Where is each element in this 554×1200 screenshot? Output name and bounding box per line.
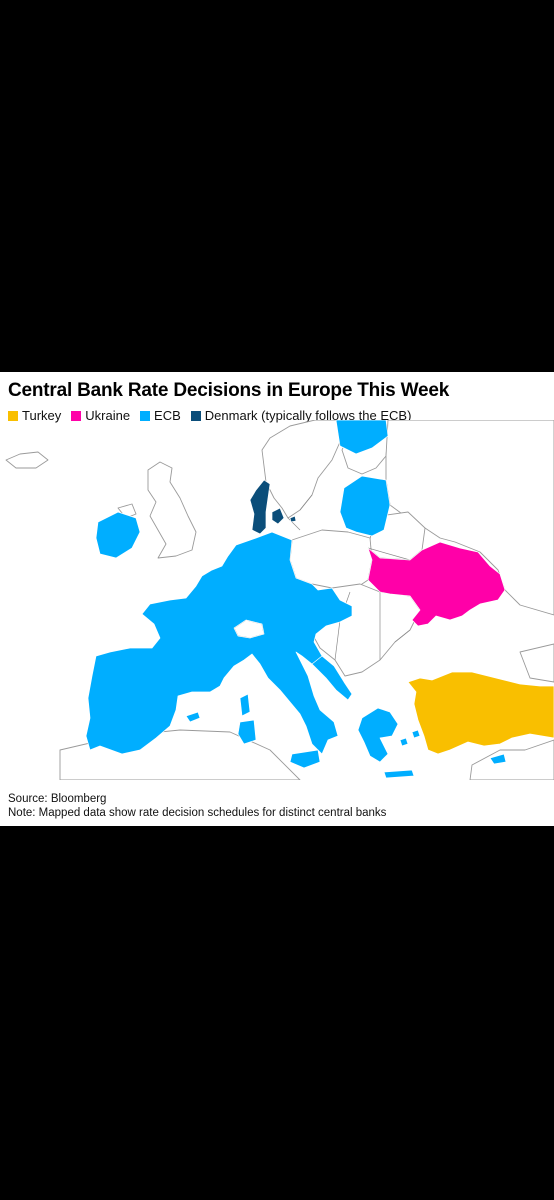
land-middle-east (469, 739, 554, 780)
source-text: Source: Bloomberg (8, 793, 107, 805)
ecb-area (85, 420, 507, 779)
land-caucasus (519, 643, 554, 683)
footer: Source: Bloomberg Note: Mapped data show… (8, 792, 386, 820)
legend-label-ukraine: Ukraine (85, 408, 131, 423)
legend: Turkey Ukraine ECB Denmark (typically fo… (8, 408, 411, 423)
denmark-jutland (249, 479, 271, 535)
land-britain (147, 461, 197, 559)
ecb-ireland (95, 511, 141, 559)
ecb-greece (357, 707, 399, 763)
europe-map (5, 420, 554, 780)
denmark-bornholm (289, 515, 297, 523)
ecb-cyprus (489, 753, 507, 765)
legend-item-turkey: Turkey (8, 408, 61, 423)
ecb-region (85, 531, 353, 755)
ecb-sicily (289, 749, 321, 769)
ecb-corsica (239, 693, 251, 717)
ecb-croatia-coast (311, 655, 353, 701)
land-iceland-faroe (5, 451, 49, 469)
ecb-sardinia (237, 719, 257, 745)
legend-label-denmark: Denmark (typically follows the ECB) (204, 408, 412, 423)
ecb-balearics (185, 711, 201, 723)
ecb-finland-south (335, 420, 389, 455)
chart-title: Central Bank Rate Decisions in Europe Th… (8, 380, 450, 401)
legend-label-ecb: ECB (154, 408, 181, 423)
legend-item-denmark: Denmark (typically follows the ECB) (190, 408, 412, 423)
note-text: Note: Mapped data show rate decision sch… (8, 807, 387, 819)
legend-swatch-ukraine (71, 410, 82, 421)
ecb-crete (383, 769, 415, 779)
legend-swatch-ecb (140, 410, 151, 421)
legend-item-ecb: ECB (140, 408, 181, 423)
legend-swatch-denmark (190, 410, 201, 421)
legend-item-ukraine: Ukraine (71, 408, 130, 423)
turkey-area (407, 671, 554, 755)
ecb-baltics (339, 475, 391, 537)
denmark-area (249, 479, 297, 535)
ukraine-area (367, 541, 506, 627)
land-scandinavia (261, 420, 353, 519)
chart-card: Central Bank Rate Decisions in Europe Th… (0, 372, 554, 826)
ecb-islands (399, 729, 421, 747)
legend-swatch-turkey (8, 410, 18, 421)
legend-label-turkey: Turkey (22, 408, 62, 423)
denmark-zealand (271, 507, 285, 525)
